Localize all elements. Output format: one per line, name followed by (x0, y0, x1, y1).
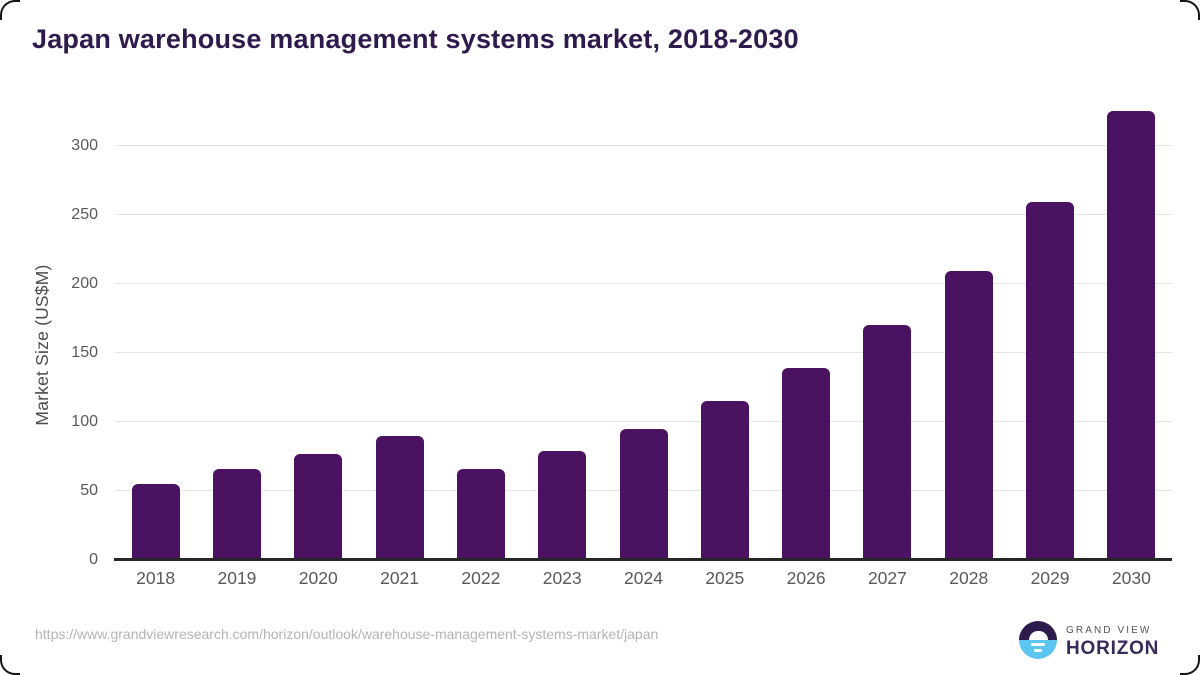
x-tick-label-2021: 2021 (380, 568, 420, 588)
y-tick-label-300: 300 (71, 136, 98, 154)
x-axis-tick-labels: 2018 2019 2020 2021 2022 2023 2024 2025 2026 2027… (115, 568, 1172, 594)
y-axis-tick-labels: 0 50 100 150 200 250 300 (40, 100, 98, 568)
y-tick-label-200: 200 (71, 274, 98, 292)
y-tick-label-150: 150 (71, 343, 98, 361)
gridline-150 (115, 351, 1172, 353)
bar-2026[interactable] (782, 368, 831, 560)
x-tick-label-2022: 2022 (461, 568, 501, 588)
source-url: https://www.grandviewresearch.com/horizo… (35, 626, 659, 642)
gridline-300 (115, 144, 1172, 146)
card-corner-top-left (0, 0, 20, 20)
x-tick-label-2026: 2026 (786, 568, 826, 588)
bar-2028[interactable] (944, 271, 993, 560)
bar-2023[interactable] (538, 450, 587, 560)
x-tick-label-2030: 2030 (1111, 568, 1151, 588)
y-tick-label-50: 50 (80, 481, 98, 499)
x-tick-label-2020: 2020 (298, 568, 338, 588)
bar-2021[interactable] (375, 435, 424, 560)
bar-2018[interactable] (131, 484, 180, 560)
y-tick-label-0: 0 (89, 551, 98, 568)
card-corner-top-right (1180, 0, 1200, 20)
x-tick-label-2019: 2019 (217, 568, 257, 588)
card-corner-bottom-left (0, 655, 20, 675)
x-axis-line (114, 558, 1172, 561)
y-tick-label-250: 250 (71, 205, 98, 223)
card-corner-bottom-right (1180, 655, 1200, 675)
logo-wordmark: GRAND VIEW HORIZON (1066, 625, 1159, 660)
gridline-250 (115, 213, 1172, 215)
bar-2027[interactable] (863, 325, 912, 560)
x-tick-label-2028: 2028 (949, 568, 989, 588)
chart-title: Japan warehouse management systems marke… (32, 24, 799, 54)
bar-2025[interactable] (700, 401, 749, 560)
x-tick-label-2023: 2023 (542, 568, 582, 588)
water-reflection-line-icon (1031, 643, 1045, 647)
gridline-200 (115, 282, 1172, 284)
bar-2019[interactable] (212, 468, 261, 560)
x-tick-label-2018: 2018 (136, 568, 176, 588)
logo-top-text: GRAND VIEW (1066, 625, 1152, 636)
x-tick-label-2029: 2029 (1030, 568, 1070, 588)
plot-area (115, 100, 1172, 560)
sun-icon (1028, 630, 1048, 640)
x-tick-label-2024: 2024 (624, 568, 663, 588)
bar-2030[interactable] (1107, 111, 1156, 560)
gridline-100 (115, 420, 1172, 422)
grand-view-horizon-logo: GRAND VIEW HORIZON (1019, 621, 1169, 661)
x-tick-label-2027: 2027 (867, 568, 907, 588)
bar-2020[interactable] (294, 453, 343, 560)
water-reflection-line-icon (1034, 648, 1042, 652)
logo-bottom-text: HORIZON (1066, 638, 1160, 659)
x-tick-label-2025: 2025 (705, 568, 745, 588)
y-tick-label-100: 100 (71, 412, 98, 430)
bar-2029[interactable] (1026, 202, 1075, 560)
bar-2022[interactable] (456, 468, 505, 560)
bar-2024[interactable] (619, 428, 668, 560)
horizon-sun-over-water-icon (1019, 621, 1057, 659)
